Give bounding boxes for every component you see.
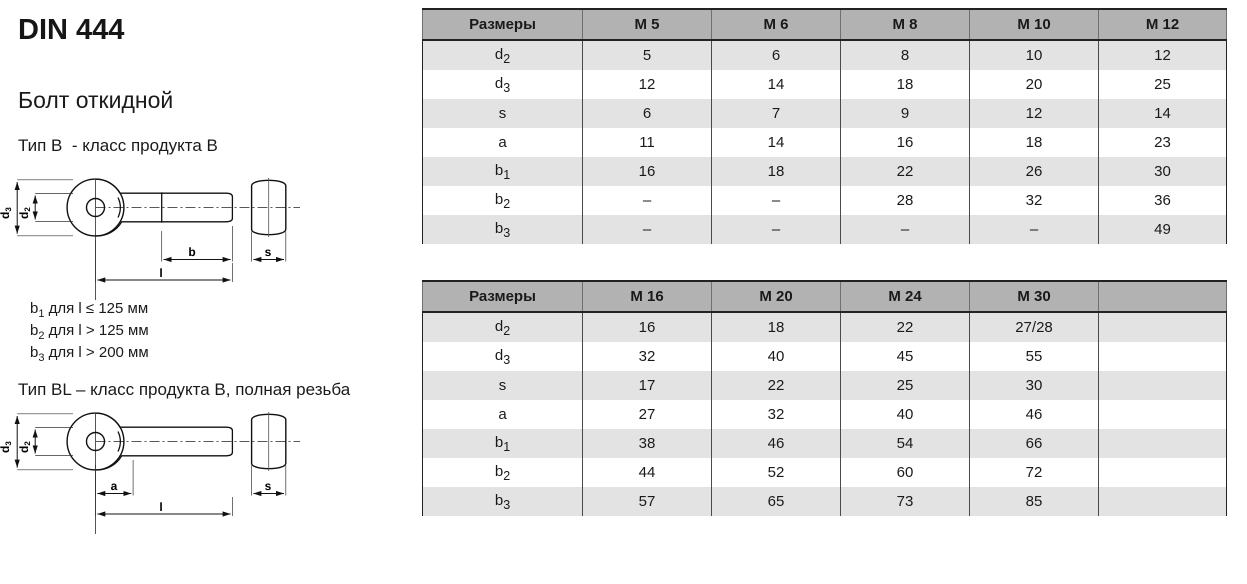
svg-text:s: s xyxy=(265,479,272,493)
svg-text:d3: d3 xyxy=(0,441,13,453)
svg-text:l: l xyxy=(159,266,162,280)
svg-text:l: l xyxy=(159,500,162,514)
svg-text:d2: d2 xyxy=(17,441,32,453)
svg-text:d3: d3 xyxy=(0,207,13,219)
svg-text:d2: d2 xyxy=(17,207,32,219)
svg-text:a: a xyxy=(111,479,118,493)
svg-text:s: s xyxy=(265,245,272,259)
svg-text:b: b xyxy=(188,245,195,259)
